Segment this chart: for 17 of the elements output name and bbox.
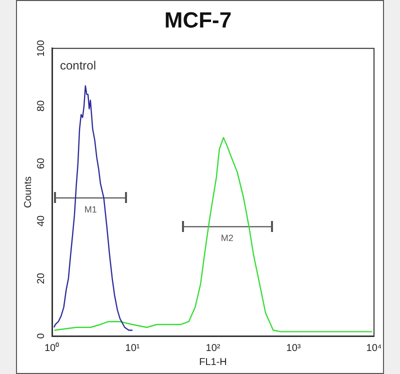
x-tick-label: 10³ [286,342,302,354]
y-tick-label: 100 [36,40,47,57]
series-label: M1 [84,204,97,214]
x-tick-label: 10¹ [125,342,140,354]
y-tick-label: 80 [36,100,47,112]
x-tick-label: 10² [206,342,221,354]
y-tick-label: 60 [36,157,47,170]
chart-title: MCF-7 [164,7,232,32]
x-tick-label: 10⁰ [44,342,60,354]
series-label: M2 [220,233,234,244]
y-axis-title: Counts [22,176,34,208]
y-tick-label: 40 [36,214,47,227]
y-tick-label: 0 [36,332,47,339]
x-axis-title: FL1-H [199,356,227,368]
x-tick-label: 10⁴ [366,342,382,354]
annotation: control [60,58,96,73]
y-tick-label: 20 [36,272,47,284]
